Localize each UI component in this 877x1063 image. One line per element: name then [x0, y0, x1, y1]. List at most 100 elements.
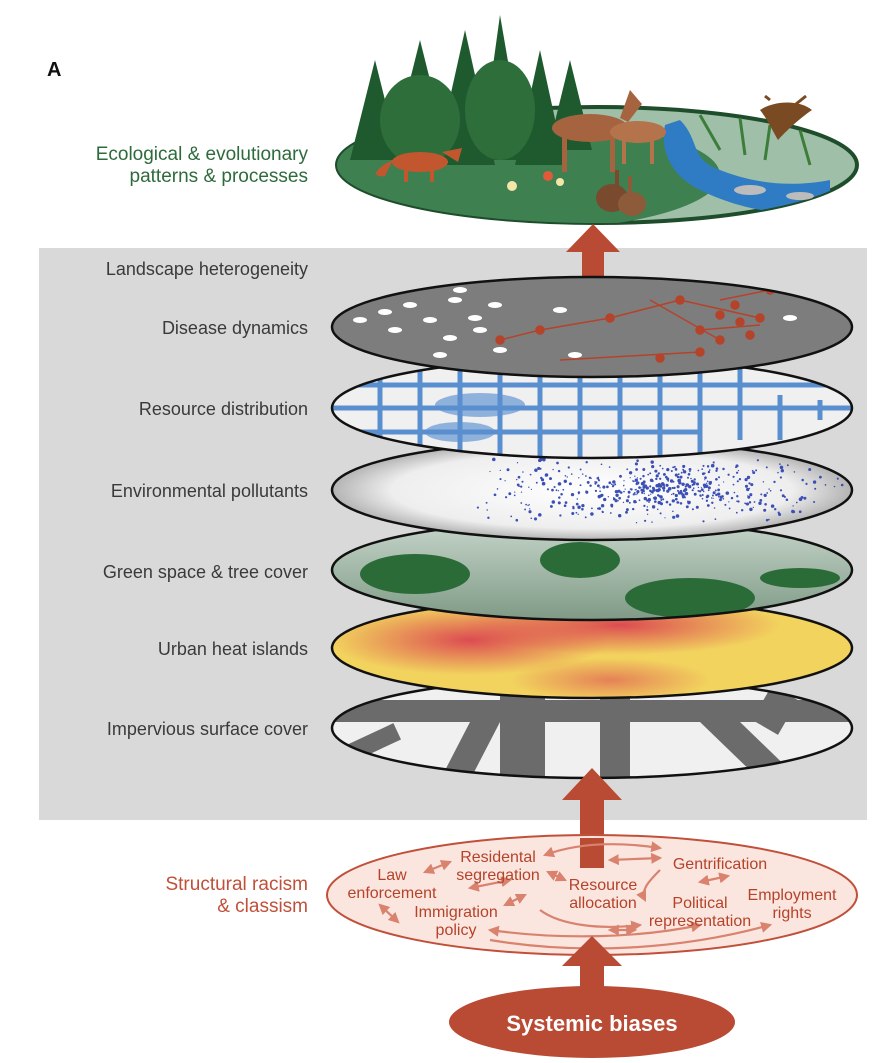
pollutant-speck: [655, 477, 658, 481]
pollutant-speck: [749, 493, 753, 497]
pollutant-speck: [758, 501, 762, 505]
pollutant-speck: [617, 513, 622, 518]
pollutant-speck: [659, 501, 662, 504]
pollutant-speck: [651, 464, 655, 469]
pollutant-speck: [724, 503, 727, 506]
pollutant-speck: [542, 457, 546, 462]
pollutant-speck: [594, 489, 598, 492]
pollutant-speck: [803, 496, 807, 500]
pollutant-speck: [650, 490, 654, 494]
forest-icon: [350, 15, 592, 165]
bird-icon: [760, 94, 812, 140]
pollutant-speck: [713, 507, 716, 509]
pollutant-speck: [659, 512, 662, 515]
pollutant-speck: [529, 508, 531, 510]
pollutant-speck: [670, 493, 673, 496]
pollutant-speck: [597, 484, 600, 488]
pollutant-speck: [677, 501, 680, 504]
pollutant-speck: [650, 460, 654, 464]
pollutant-speck: [687, 476, 689, 479]
structural-arrows: [378, 841, 773, 950]
pollutant-speck: [763, 493, 767, 498]
pollutant-speck: [705, 482, 708, 485]
pollutant-speck: [577, 513, 579, 515]
pollutant-speck: [650, 493, 652, 495]
pollutant-speck: [649, 472, 652, 475]
pollutant-speck: [687, 501, 691, 505]
label-impervious: Impervious surface cover: [107, 719, 308, 739]
pollutant-speck: [746, 487, 750, 492]
pollutant-speck: [609, 512, 612, 514]
term-rsc-1: Resource: [569, 877, 638, 894]
pollutant-speck: [606, 485, 609, 489]
pollutant-speck: [644, 484, 648, 488]
pollutant-speck: [680, 491, 683, 495]
pollutant-speck: [711, 501, 714, 505]
pollutant-speck: [613, 497, 616, 501]
pollutant-speck: [705, 495, 709, 499]
label-disease: Disease dynamics: [162, 318, 308, 338]
pollutant-speck: [707, 489, 710, 492]
pollutant-speck: [700, 487, 703, 489]
pollutant-speck: [673, 465, 676, 468]
pollutant-speck: [732, 475, 735, 478]
pollutant-speck: [681, 494, 686, 499]
pollutant-speck: [783, 495, 786, 498]
pollutant-speck: [688, 485, 692, 489]
pollutant-speck: [722, 481, 725, 483]
pollutant-speck: [641, 488, 645, 492]
pollutant-speck: [643, 504, 646, 508]
pollutant-speck: [653, 496, 657, 500]
pollutant-speck: [762, 481, 765, 483]
pollutant-speck: [538, 513, 542, 517]
pollutant-speck: [513, 494, 516, 497]
pollutant-speck: [730, 496, 734, 500]
pollutant-speck: [555, 489, 558, 492]
term-emp-1: Employment: [748, 887, 837, 904]
pollutant-speck: [688, 467, 692, 471]
pollutant-speck: [706, 504, 710, 507]
term-res-1: Residental: [460, 849, 536, 866]
pollutant-speck: [504, 480, 506, 482]
pollutant-speck: [623, 490, 625, 493]
pollutant-speck: [635, 522, 638, 524]
pollutant-speck: [557, 501, 561, 505]
pollutant-speck: [528, 504, 530, 506]
pollutant-speck: [623, 484, 625, 487]
pollutant-speck: [579, 484, 582, 487]
pollutant-speck: [572, 505, 575, 508]
pollutant-speck: [689, 470, 691, 473]
structural-terms: Law enforcement Residental segregation R…: [348, 849, 837, 939]
pollutant-speck: [718, 484, 720, 486]
pollutant-speck: [766, 492, 769, 494]
pollutant-speck: [655, 474, 659, 478]
pollutant-speck: [706, 465, 710, 468]
pollutant-speck: [544, 473, 549, 477]
label-green: Green space & tree cover: [103, 562, 308, 582]
pollutant-speck: [695, 505, 699, 509]
panel-letter: A: [47, 59, 61, 81]
pollutant-speck: [669, 479, 674, 483]
pollutant-speck: [691, 483, 694, 486]
pollutant-speck: [641, 491, 644, 494]
pollutant-speck: [684, 485, 687, 488]
pollutant-speck: [530, 488, 533, 490]
pollutant-speck: [748, 487, 751, 490]
structural-ellipse: Law enforcement Residental segregation R…: [326, 834, 858, 956]
pollutant-speck: [779, 463, 781, 465]
pollutant-speck: [645, 486, 649, 490]
pollutant-speck: [632, 480, 634, 482]
pollutant-speck: [510, 515, 513, 518]
pollutant-speck: [623, 480, 625, 482]
pollutant-speck: [674, 497, 678, 501]
rabbit-icon: [596, 170, 646, 216]
pollutant-speck: [651, 505, 656, 509]
pollutant-speck: [625, 508, 629, 512]
pollutant-speck: [629, 488, 632, 490]
pollutant-speck: [756, 459, 759, 462]
pollutant-speck: [686, 483, 690, 487]
pollutant-speck: [768, 518, 770, 521]
pollutant-speck: [735, 511, 738, 514]
pollutant-speck: [635, 488, 637, 490]
pollutant-speck: [520, 485, 523, 488]
